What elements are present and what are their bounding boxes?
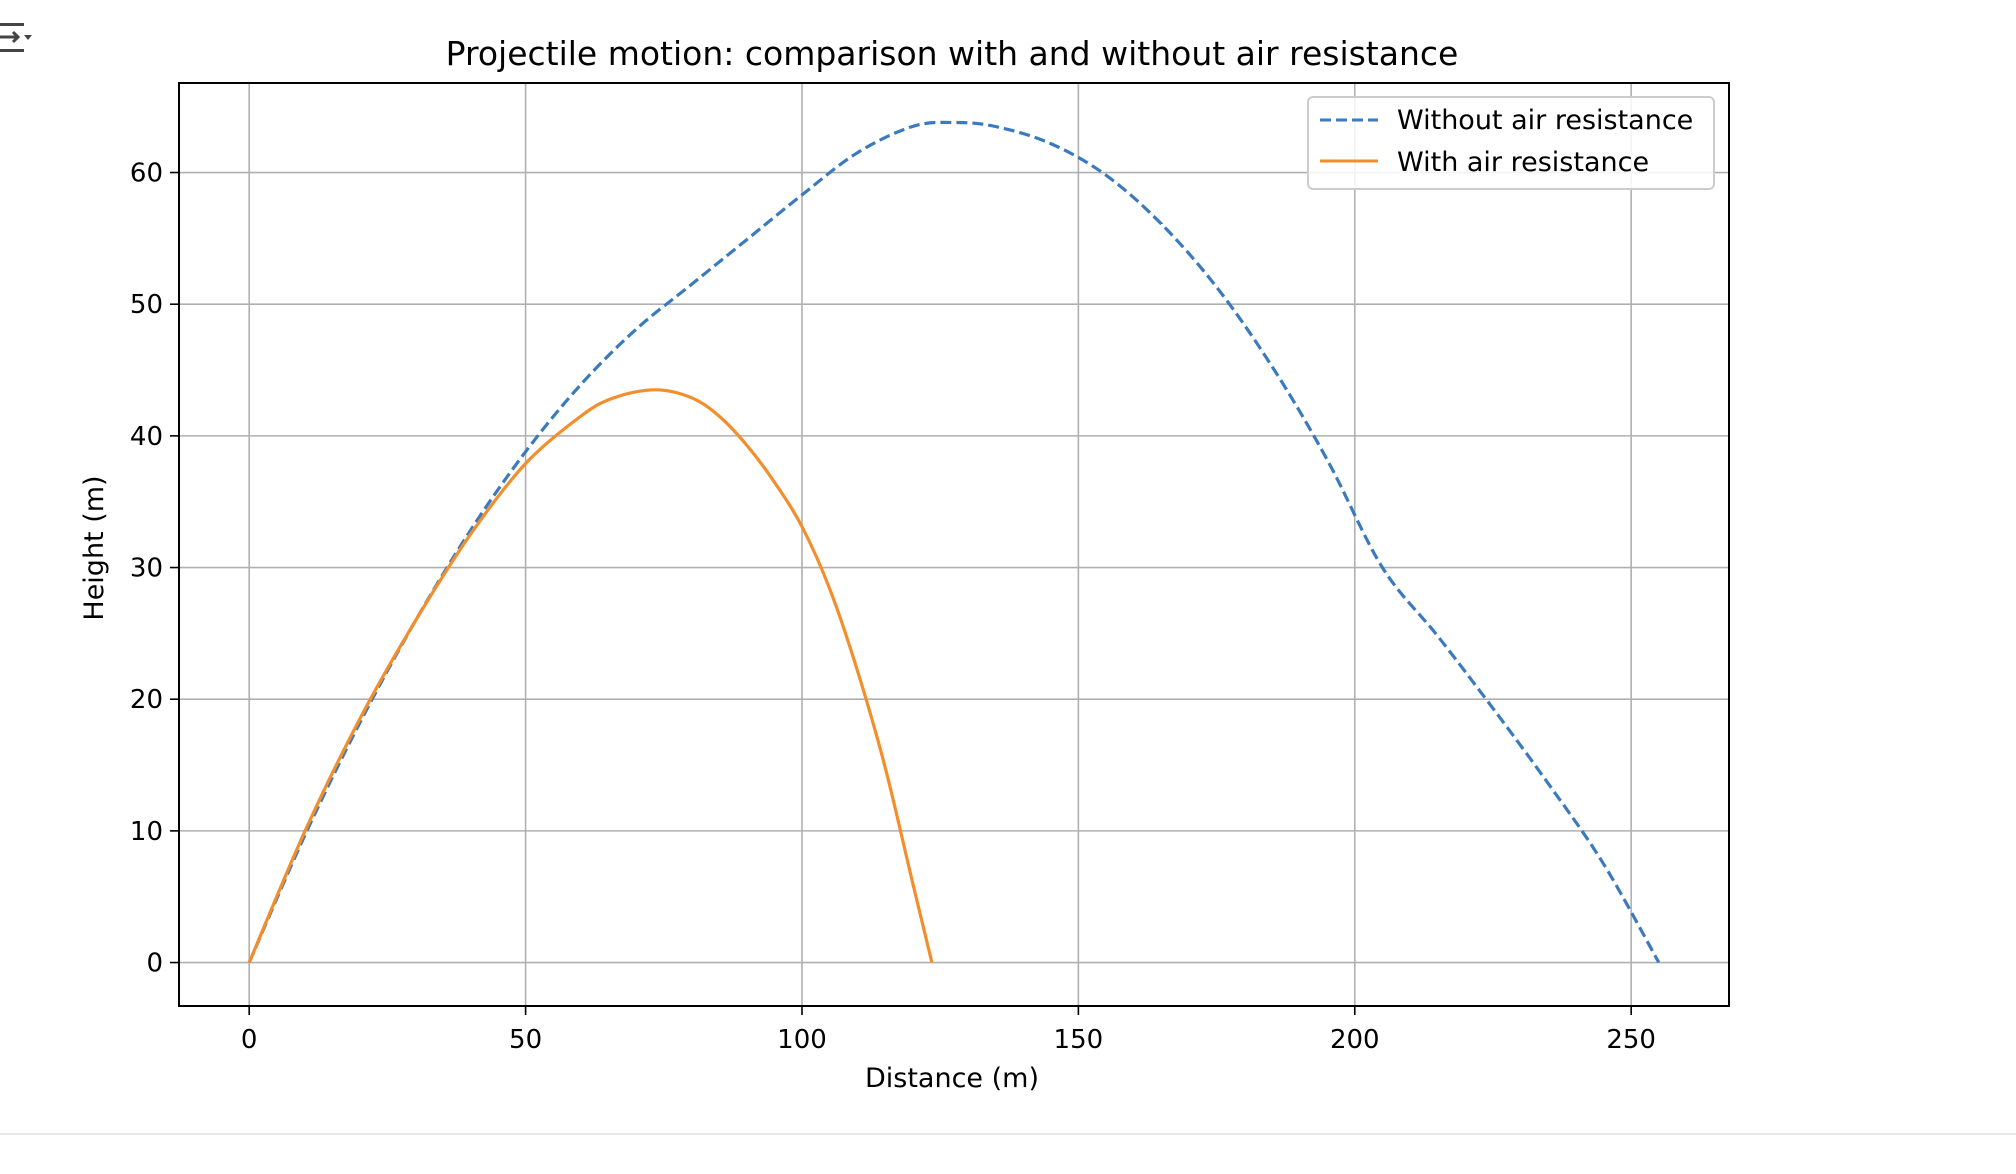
series-line-with-air-resistance [247, 388, 934, 964]
series-line-without-air-resistance [247, 120, 1661, 964]
y-tick-label: 30 [130, 554, 163, 584]
series-layer [247, 120, 1661, 964]
x-tick-label: 100 [777, 1025, 827, 1055]
cell-bottom-border [0, 1133, 2016, 1135]
y-axis-label: Height (m) [79, 475, 110, 620]
axis-ticks: 0 50 100 150 200 250 0 10 20 30 40 50 60 [130, 159, 1656, 1055]
x-tick-label: 250 [1606, 1025, 1656, 1055]
chart-title: Projectile motion: comparison with and w… [446, 34, 1459, 73]
y-tick-label: 50 [130, 290, 163, 320]
plot-frame [178, 82, 1730, 1007]
x-axis-label: Distance (m) [865, 1063, 1039, 1094]
x-tick-label: 200 [1330, 1025, 1380, 1055]
y-tick-label: 40 [130, 422, 163, 452]
x-tick-label: 150 [1054, 1025, 1104, 1055]
legend: Without air resistance With air resistan… [1307, 96, 1715, 190]
y-tick-label: 60 [130, 159, 163, 189]
legend-label-without-air-resistance: Without air resistance [1397, 105, 1693, 136]
output-collapse-icon[interactable] [0, 20, 40, 56]
x-tick-label: 50 [509, 1025, 542, 1055]
y-tick-label: 20 [130, 685, 163, 715]
x-tick-label: 0 [241, 1025, 258, 1055]
grid [179, 83, 1729, 1006]
y-tick-label: 0 [146, 949, 163, 979]
legend-label-with-air-resistance: With air resistance [1397, 147, 1649, 178]
legend-box [1307, 96, 1715, 190]
y-tick-label: 10 [130, 817, 163, 847]
